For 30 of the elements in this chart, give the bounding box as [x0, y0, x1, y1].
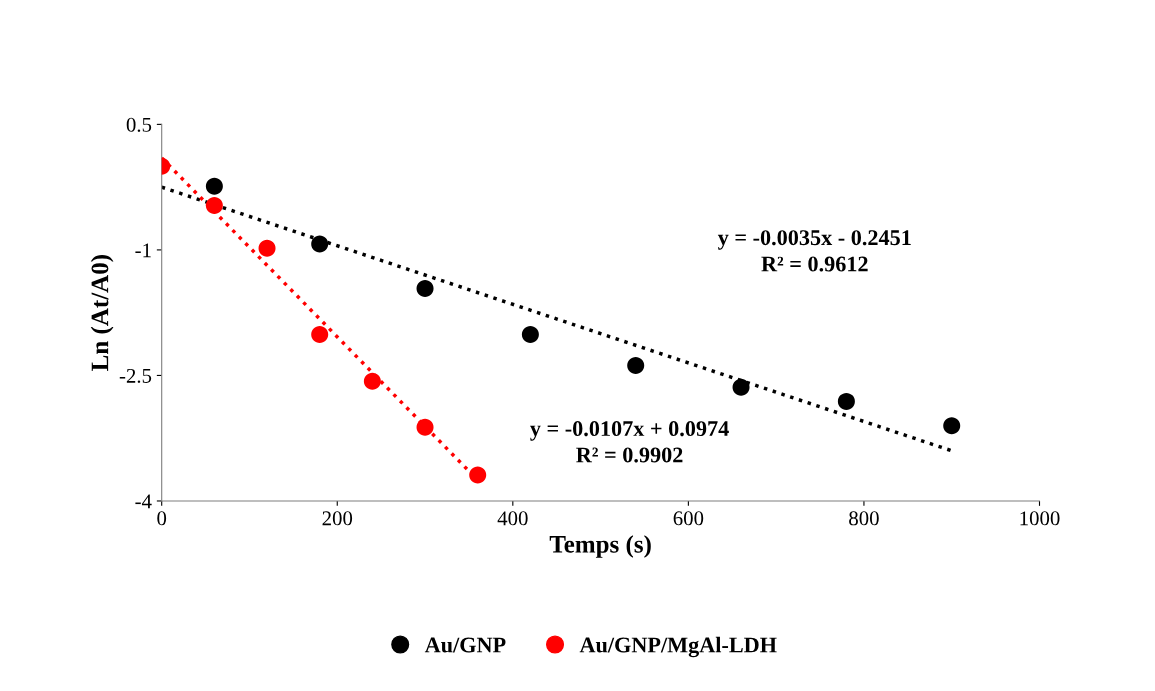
point	[627, 356, 645, 374]
point	[732, 378, 750, 396]
point	[416, 418, 434, 436]
y-axis-title: Ln (At/A0)	[90, 255, 114, 371]
point	[311, 325, 329, 343]
x-axis-title: Temps (s)	[549, 535, 651, 558]
x-tick-label: 800	[849, 511, 879, 526]
point	[943, 417, 961, 435]
point	[837, 392, 855, 410]
x-tick-label: 400	[497, 511, 528, 526]
y-tick-label: -4	[135, 494, 152, 509]
x-tick-label: 200	[322, 511, 353, 526]
point	[469, 466, 487, 484]
annotation: y = -0.0107x + 0.0974 R² = 0.9902	[530, 421, 729, 463]
point	[205, 197, 223, 215]
y-tick-label: -2.5	[119, 368, 152, 383]
point	[416, 279, 434, 297]
x-tick-label: 1000	[1020, 511, 1060, 526]
point	[205, 177, 223, 195]
annotation: y = -0.0035x - 0.2451 R² = 0.9612	[717, 230, 911, 272]
legend-label: Au/GNP	[424, 637, 506, 653]
y-tick-label: 0.5	[126, 117, 152, 132]
point	[258, 239, 276, 257]
point	[311, 235, 329, 253]
y-tick-label: -1	[135, 243, 151, 258]
legend-label: Au/GNP/MgAl-LDH	[579, 636, 777, 658]
x-tick-label: 600	[673, 511, 704, 526]
point	[521, 325, 539, 343]
x-tick-label: 0	[157, 511, 167, 526]
point	[363, 372, 381, 390]
